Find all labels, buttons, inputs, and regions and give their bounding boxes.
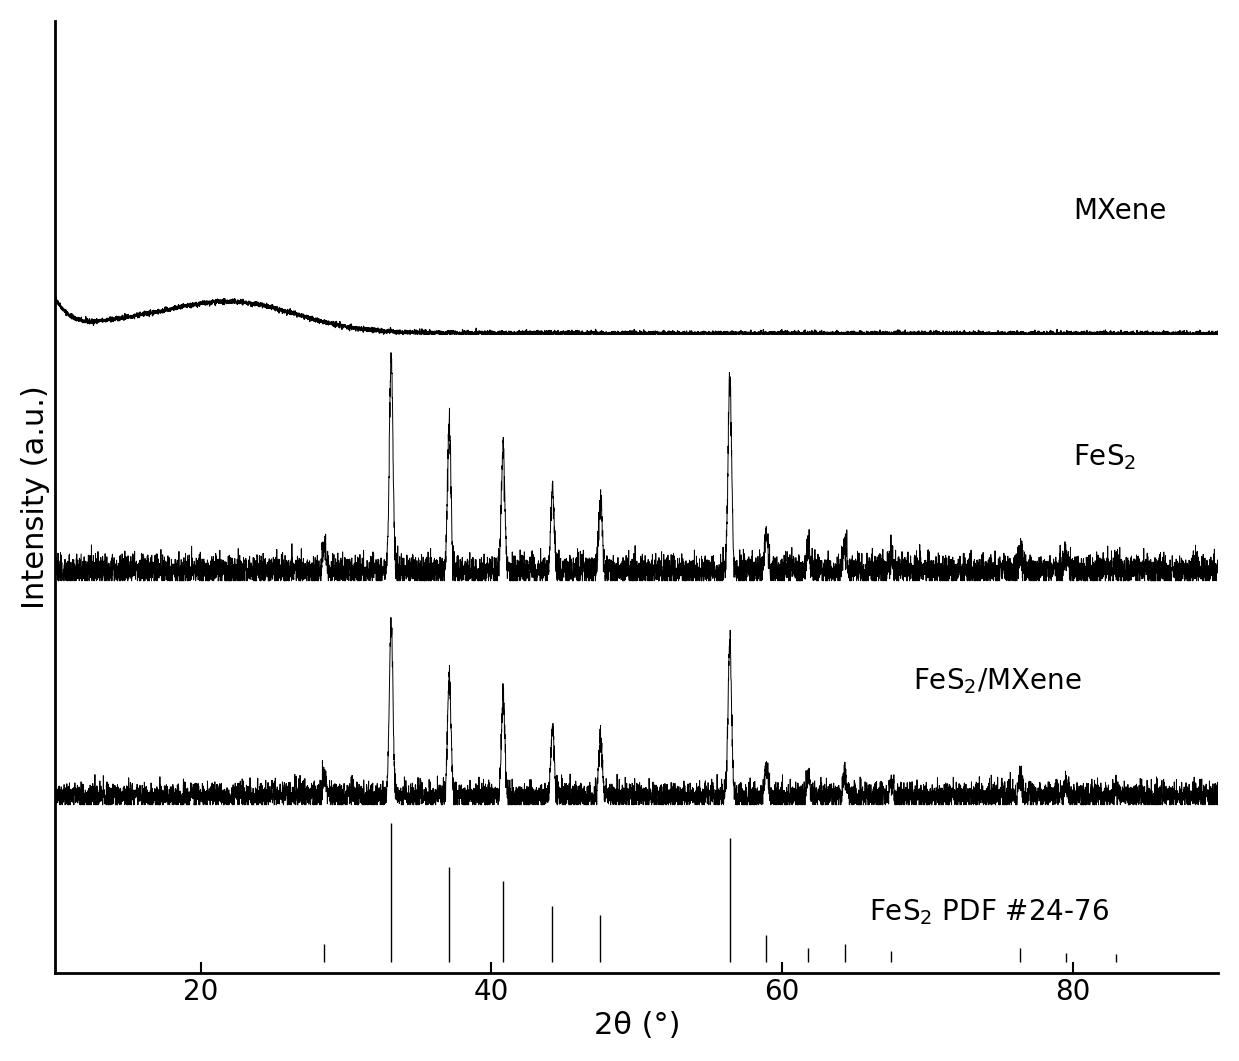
Text: FeS$_2$ PDF #24-76: FeS$_2$ PDF #24-76 xyxy=(870,898,1109,927)
X-axis label: 2θ (°): 2θ (°) xyxy=(593,1011,680,1040)
Text: FeS$_2$: FeS$_2$ xyxy=(1073,442,1136,472)
Text: FeS$_2$/MXene: FeS$_2$/MXene xyxy=(913,666,1082,696)
Y-axis label: Intensity (a.u.): Intensity (a.u.) xyxy=(21,385,50,609)
Text: MXene: MXene xyxy=(1073,197,1166,225)
